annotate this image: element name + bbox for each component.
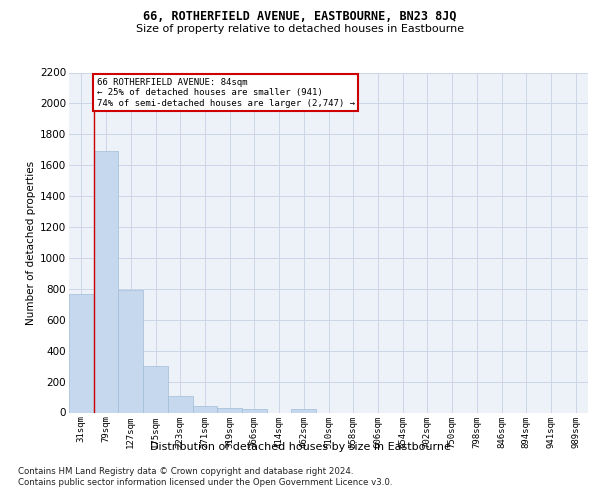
Bar [193, 406, 217, 412]
Text: 66, ROTHERFIELD AVENUE, EASTBOURNE, BN23 8JQ: 66, ROTHERFIELD AVENUE, EASTBOURNE, BN23… [143, 10, 457, 23]
Bar [217, 408, 242, 412]
Bar [168, 396, 193, 412]
Bar [69, 294, 94, 412]
Bar [143, 366, 168, 412]
Bar [242, 410, 267, 412]
Text: Distribution of detached houses by size in Eastbourne: Distribution of detached houses by size … [149, 442, 451, 452]
Bar [292, 410, 316, 412]
Text: 66 ROTHERFIELD AVENUE: 84sqm
← 25% of detached houses are smaller (941)
74% of s: 66 ROTHERFIELD AVENUE: 84sqm ← 25% of de… [97, 78, 355, 108]
Y-axis label: Number of detached properties: Number of detached properties [26, 160, 36, 324]
Bar [94, 152, 118, 412]
Bar [118, 290, 143, 412]
Text: Size of property relative to detached houses in Eastbourne: Size of property relative to detached ho… [136, 24, 464, 34]
Text: Contains HM Land Registry data © Crown copyright and database right 2024.
Contai: Contains HM Land Registry data © Crown c… [18, 468, 392, 487]
